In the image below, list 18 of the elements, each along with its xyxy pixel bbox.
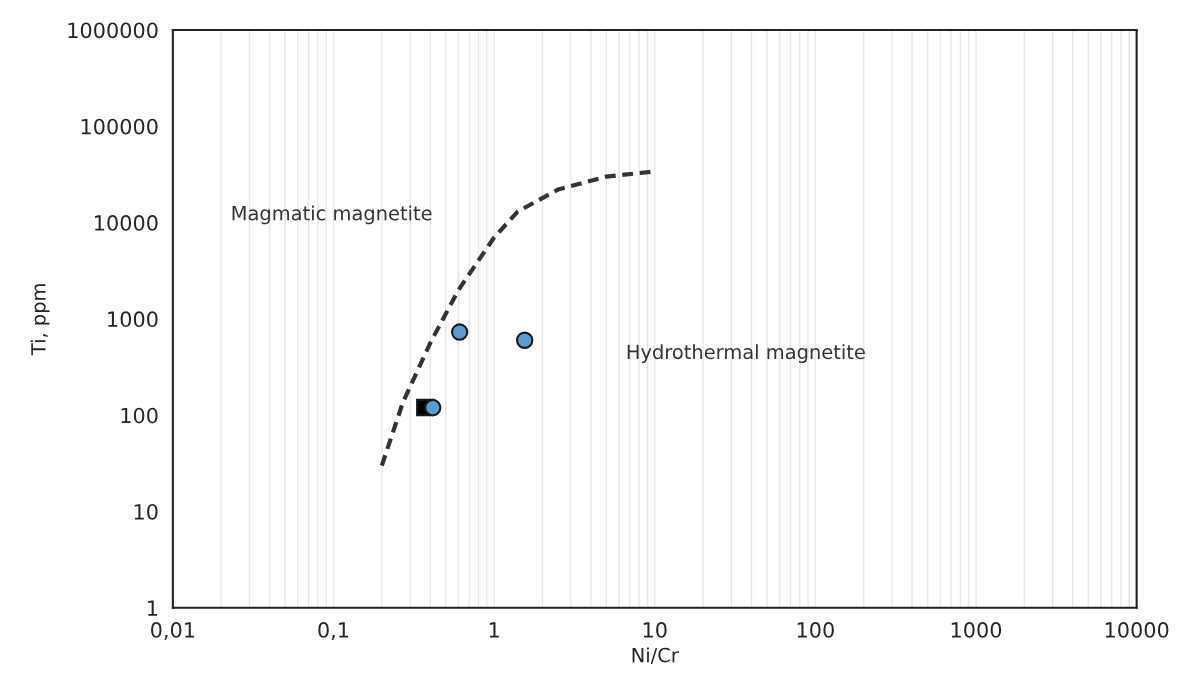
y-tick-label: 10: [134, 503, 158, 520]
y-tick-label: 1000: [108, 311, 158, 328]
annotation: Hydrothermal magnetite: [627, 344, 865, 363]
x-tick-label: 1000: [951, 622, 1002, 638]
y-tick-label: 10000: [94, 215, 158, 231]
y-tick-label: 100000: [81, 118, 158, 135]
x-tick-label: 10: [643, 622, 667, 638]
y-tick-label: 1: [148, 600, 158, 616]
y-tick-label: 1000000: [68, 22, 158, 39]
x-axis-title: Ni/Cr: [632, 647, 679, 664]
x-tick-label: 100: [797, 622, 834, 638]
x-tick-label: 1: [489, 622, 499, 638]
annotation: Magmatic magnetite: [232, 205, 432, 225]
y-tick-label: 100: [121, 407, 158, 424]
x-tick-label: 0,1: [318, 622, 349, 640]
x-tick-label: 10000: [1105, 622, 1169, 638]
x-tick-label: 0,01: [151, 622, 195, 640]
y-axis-title: Ti, ppm: [30, 284, 50, 356]
